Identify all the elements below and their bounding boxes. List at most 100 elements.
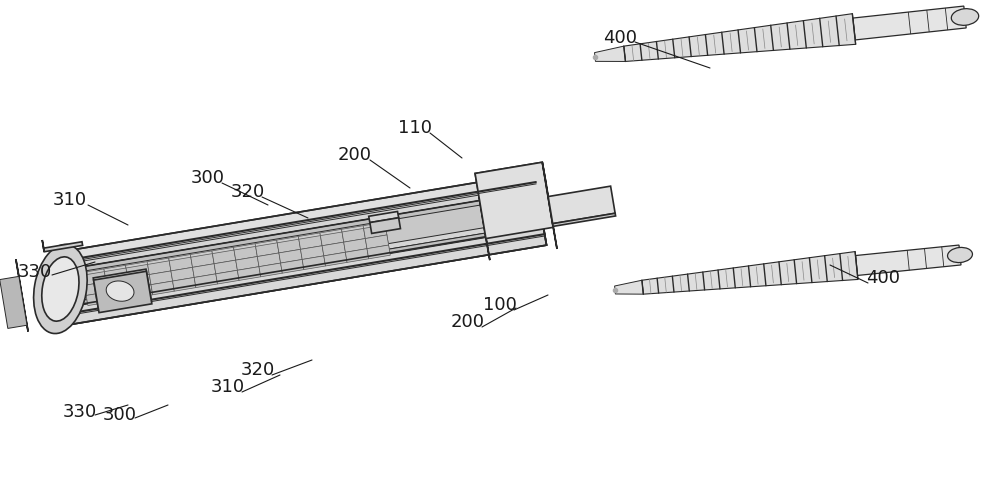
Polygon shape xyxy=(172,275,195,288)
Polygon shape xyxy=(0,276,27,328)
Text: 320: 320 xyxy=(231,183,265,201)
Polygon shape xyxy=(86,289,109,303)
Polygon shape xyxy=(281,260,304,273)
Ellipse shape xyxy=(42,257,79,321)
Polygon shape xyxy=(93,269,151,310)
Polygon shape xyxy=(216,270,239,284)
Polygon shape xyxy=(148,261,171,274)
Polygon shape xyxy=(323,250,347,264)
Polygon shape xyxy=(169,257,193,271)
Polygon shape xyxy=(553,214,616,226)
Polygon shape xyxy=(364,225,387,238)
Polygon shape xyxy=(367,245,390,259)
Polygon shape xyxy=(343,236,367,250)
Polygon shape xyxy=(300,243,323,257)
Polygon shape xyxy=(190,251,214,264)
Polygon shape xyxy=(170,264,194,278)
Text: 320: 320 xyxy=(241,361,275,379)
Polygon shape xyxy=(475,162,546,260)
Polygon shape xyxy=(212,250,236,264)
Polygon shape xyxy=(129,282,152,296)
Text: 200: 200 xyxy=(451,313,485,331)
Polygon shape xyxy=(214,258,237,271)
Polygon shape xyxy=(475,162,553,238)
Polygon shape xyxy=(367,242,390,256)
Polygon shape xyxy=(345,248,369,262)
Polygon shape xyxy=(542,162,557,249)
Polygon shape xyxy=(151,281,174,295)
Polygon shape xyxy=(16,260,28,332)
Polygon shape xyxy=(194,274,217,287)
Polygon shape xyxy=(280,257,303,270)
Polygon shape xyxy=(257,250,280,264)
Polygon shape xyxy=(277,239,301,253)
Polygon shape xyxy=(42,240,44,252)
Polygon shape xyxy=(104,266,127,279)
Polygon shape xyxy=(370,218,400,234)
Text: 400: 400 xyxy=(603,29,637,47)
Polygon shape xyxy=(324,252,347,266)
Ellipse shape xyxy=(106,281,134,301)
Ellipse shape xyxy=(34,244,87,334)
Polygon shape xyxy=(320,230,343,243)
Text: 330: 330 xyxy=(18,263,52,281)
Polygon shape xyxy=(82,269,106,282)
Polygon shape xyxy=(62,218,543,304)
Text: 300: 300 xyxy=(191,169,225,187)
Polygon shape xyxy=(151,278,174,292)
Polygon shape xyxy=(128,274,151,288)
Text: 400: 400 xyxy=(866,269,900,287)
Polygon shape xyxy=(363,222,386,236)
Polygon shape xyxy=(277,236,300,250)
Polygon shape xyxy=(149,268,172,282)
Polygon shape xyxy=(194,271,217,285)
Polygon shape xyxy=(853,6,966,40)
Polygon shape xyxy=(104,268,128,281)
Polygon shape xyxy=(86,292,109,306)
Polygon shape xyxy=(85,282,108,296)
Polygon shape xyxy=(615,280,643,294)
Text: 310: 310 xyxy=(53,191,87,209)
Polygon shape xyxy=(322,240,345,253)
Polygon shape xyxy=(63,224,544,308)
Ellipse shape xyxy=(948,248,972,262)
Text: 310: 310 xyxy=(211,378,245,396)
Polygon shape xyxy=(57,191,547,325)
Polygon shape xyxy=(56,186,537,271)
Polygon shape xyxy=(624,14,856,62)
Polygon shape xyxy=(192,261,215,275)
Polygon shape xyxy=(108,288,131,302)
Polygon shape xyxy=(365,235,389,248)
Polygon shape xyxy=(302,253,325,267)
Polygon shape xyxy=(235,254,259,268)
Polygon shape xyxy=(256,243,279,256)
Polygon shape xyxy=(84,279,107,293)
Text: 200: 200 xyxy=(338,146,372,164)
Polygon shape xyxy=(191,254,214,268)
Polygon shape xyxy=(83,272,106,285)
Polygon shape xyxy=(44,242,83,252)
Polygon shape xyxy=(94,272,152,312)
Polygon shape xyxy=(548,186,615,224)
Polygon shape xyxy=(345,246,368,260)
Polygon shape xyxy=(54,173,543,307)
Polygon shape xyxy=(320,232,344,245)
Polygon shape xyxy=(298,233,322,246)
Polygon shape xyxy=(302,256,325,270)
Polygon shape xyxy=(278,246,302,260)
Polygon shape xyxy=(595,46,625,62)
Polygon shape xyxy=(237,266,261,280)
Polygon shape xyxy=(149,271,173,284)
Polygon shape xyxy=(214,260,237,274)
Polygon shape xyxy=(169,254,192,268)
Polygon shape xyxy=(322,242,345,256)
Polygon shape xyxy=(127,272,151,285)
Polygon shape xyxy=(147,258,170,272)
Text: 330: 330 xyxy=(63,403,97,421)
Polygon shape xyxy=(365,232,388,246)
Polygon shape xyxy=(259,263,282,277)
Polygon shape xyxy=(344,238,367,252)
Polygon shape xyxy=(193,264,216,278)
Polygon shape xyxy=(342,228,365,242)
Polygon shape xyxy=(63,227,547,325)
